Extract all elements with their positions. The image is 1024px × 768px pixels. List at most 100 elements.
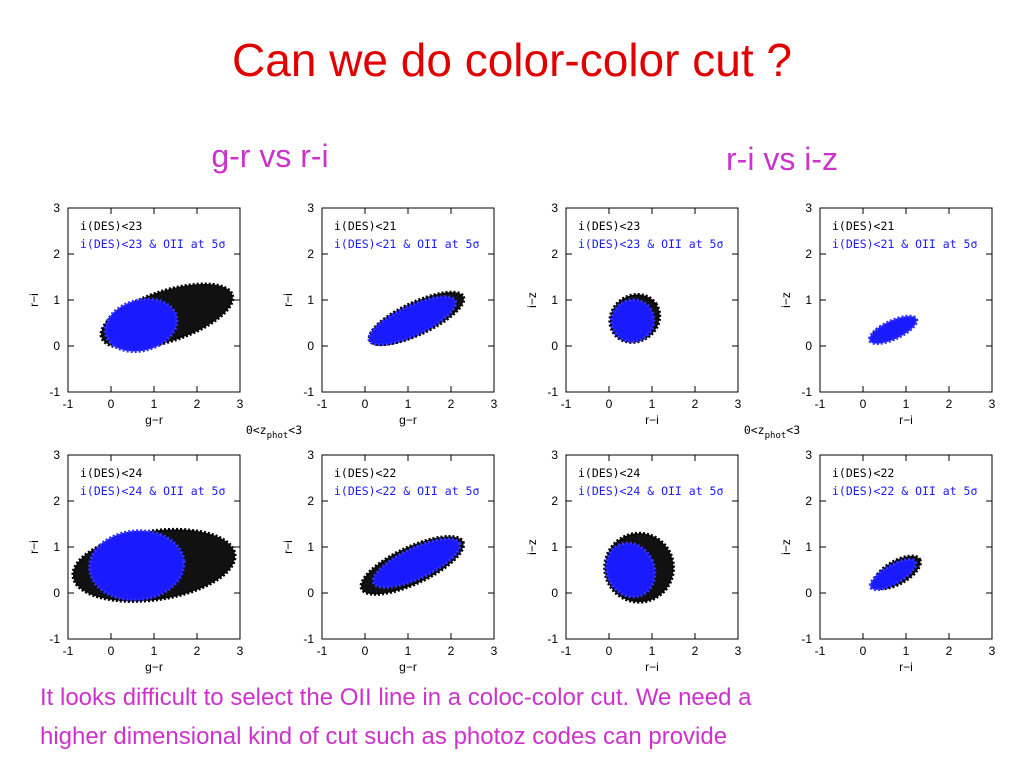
point-clouds [603, 531, 676, 604]
plot-panel: -1 0 1 2 3 -1 0 1 2 3 g−r r−i i(DES)<23 i(DES)<23 & O… [27, 201, 244, 427]
y-tick-label: 0 [551, 339, 558, 353]
y-tick-label: -1 [303, 385, 314, 399]
y-tick-label: -1 [547, 632, 558, 646]
x-tick-label: 2 [448, 644, 455, 658]
legend-entry: i(DES)<24 [578, 466, 640, 480]
x-tick-label: 3 [735, 397, 742, 411]
y-tick-label: 3 [53, 448, 60, 462]
x-tick-label: 1 [903, 397, 910, 411]
x-axis-label: g−r [145, 413, 163, 427]
x-axis-label: r−i [899, 660, 913, 674]
legend-entry: i(DES)<22 [334, 466, 396, 480]
plot-panel: -1 0 1 2 3 -1 0 1 2 3 r−i i−z i(DES)<21 i(DES)<21 & O… [779, 201, 996, 427]
x-tick-label: 3 [491, 397, 498, 411]
point-clouds [359, 534, 466, 596]
y-tick-label: 2 [307, 247, 314, 261]
plot-frame [819, 454, 993, 640]
plot-panel: -1 0 1 2 3 -1 0 1 2 3 r−i i−z i(DES)<22 i(DES)<22 & O… [779, 448, 996, 674]
x-tick-label: -1 [815, 397, 826, 411]
y-axis-label: i−z [779, 539, 793, 555]
y-tick-label: 3 [307, 448, 314, 462]
y-tick-label: 2 [805, 247, 812, 261]
x-tick-label: 2 [194, 397, 201, 411]
legend-entry: i(DES)<21 [832, 219, 894, 233]
y-tick-label: 0 [307, 339, 314, 353]
y-tick-label: 1 [551, 293, 558, 307]
x-tick-label: 0 [362, 397, 369, 411]
y-tick-label: 0 [805, 339, 812, 353]
y-axis-label: i−z [779, 292, 793, 308]
y-tick-label: 3 [53, 201, 60, 215]
y-tick-label: -1 [49, 632, 60, 646]
plot-panel: -1 0 1 2 3 -1 0 1 2 3 g−r r−i i(DES)<21 i(DES)<21 & O… [281, 201, 498, 427]
legend-entry: i(DES)<23 [578, 219, 640, 233]
x-tick-label: -1 [561, 644, 572, 658]
blue-point-cloud [867, 314, 919, 346]
legend-entry: i(DES)<24 [80, 466, 142, 480]
y-tick-label: 1 [307, 540, 314, 554]
slide-title: Can we do color-color cut ? [232, 34, 792, 86]
x-axis-label: g−r [399, 413, 417, 427]
x-tick-label: 2 [692, 644, 699, 658]
y-tick-label: 0 [307, 586, 314, 600]
legend-entry: i(DES)<22 & OII at 5σ [832, 484, 977, 498]
y-tick-label: 3 [551, 448, 558, 462]
y-tick-label: 2 [551, 247, 558, 261]
legend-entry: i(DES)<21 & OII at 5σ [334, 237, 479, 251]
legend-entry: i(DES)<21 [334, 219, 396, 233]
y-tick-label: 2 [307, 494, 314, 508]
x-axis-label: r−i [645, 660, 659, 674]
blue-point-cloud [371, 537, 462, 589]
x-tick-label: -1 [63, 397, 74, 411]
legend-entry: i(DES)<22 [832, 466, 894, 480]
y-tick-label: -1 [547, 385, 558, 399]
x-tick-label: 1 [903, 644, 910, 658]
x-tick-label: 3 [237, 397, 244, 411]
point-clouds [367, 290, 466, 347]
x-tick-label: -1 [317, 397, 328, 411]
y-tick-label: 0 [805, 586, 812, 600]
x-tick-label: 3 [989, 644, 996, 658]
legend-entry: i(DES)<23 [80, 219, 142, 233]
y-axis-label: r−i [281, 540, 295, 554]
x-tick-label: 1 [151, 644, 158, 658]
blue-point-cloud [367, 295, 458, 347]
x-tick-label: -1 [561, 397, 572, 411]
x-tick-label: -1 [815, 644, 826, 658]
legend-entry: i(DES)<21 & OII at 5σ [832, 237, 977, 251]
x-tick-label: -1 [317, 644, 328, 658]
y-tick-label: 1 [307, 293, 314, 307]
x-tick-label: 0 [108, 644, 115, 658]
x-tick-label: 0 [860, 644, 867, 658]
y-tick-label: -1 [801, 385, 812, 399]
y-tick-label: 1 [805, 293, 812, 307]
x-tick-label: 1 [649, 644, 656, 658]
x-tick-label: 2 [692, 397, 699, 411]
y-tick-label: 3 [805, 448, 812, 462]
x-tick-label: 1 [405, 644, 412, 658]
y-axis-label: r−i [281, 293, 295, 307]
x-tick-label: 0 [362, 644, 369, 658]
x-axis-label: r−i [899, 413, 913, 427]
x-tick-label: 3 [237, 644, 244, 658]
subtitle: g-r vs r-i [211, 138, 328, 174]
y-tick-label: 1 [53, 540, 60, 554]
redshift-label: 0<zphot<3 [744, 423, 800, 441]
plot-panel: -1 0 1 2 3 -1 0 1 2 3 g−r r−i i(DES)<24 i(DES)<24 & O… [27, 448, 244, 674]
blue-point-cloud [868, 557, 918, 592]
blue-point-cloud [609, 298, 656, 344]
footer-text: It looks difficult to select the OII lin… [40, 684, 752, 711]
legend-entry: i(DES)<23 & OII at 5σ [578, 237, 723, 251]
y-tick-label: 0 [53, 586, 60, 600]
x-tick-label: 2 [946, 397, 953, 411]
y-tick-label: 0 [551, 586, 558, 600]
legend-entry: i(DES)<24 & OII at 5σ [80, 484, 225, 498]
y-tick-label: 1 [805, 540, 812, 554]
footer-text: higher dimensional kind of cut such as p… [40, 723, 727, 750]
legend-entry: i(DES)<23 & OII at 5σ [80, 237, 225, 251]
y-tick-label: 3 [805, 201, 812, 215]
x-tick-label: 2 [448, 397, 455, 411]
x-axis-label: g−r [399, 660, 417, 674]
point-clouds [71, 527, 237, 603]
x-tick-label: 2 [946, 644, 953, 658]
